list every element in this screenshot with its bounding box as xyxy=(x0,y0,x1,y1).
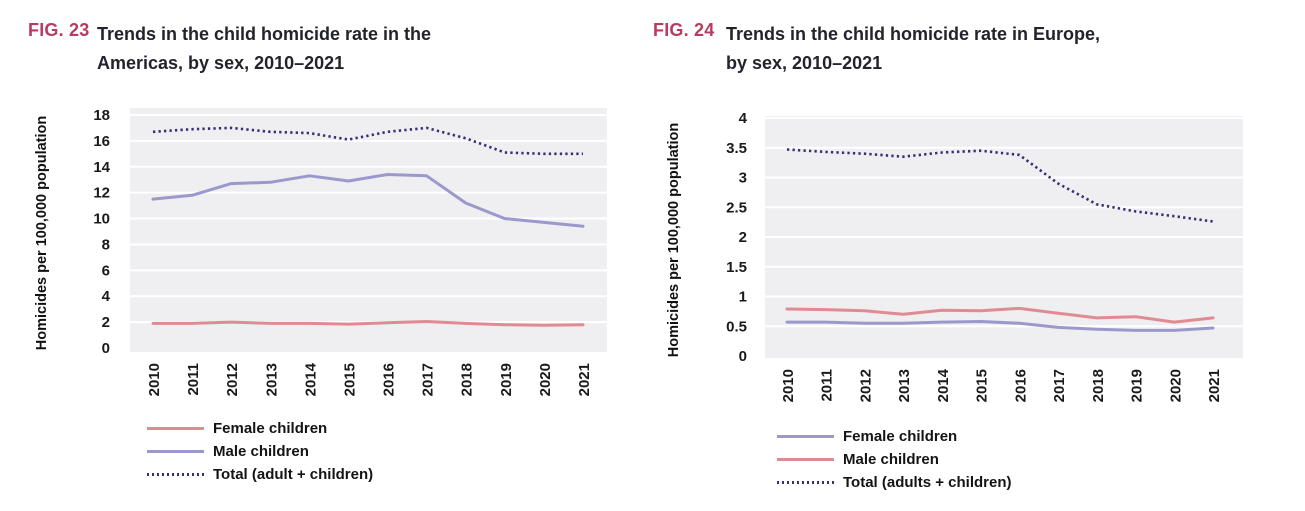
y-tick-label: 18 xyxy=(93,107,110,124)
x-tick-label: 2018 xyxy=(1090,369,1107,402)
x-tick-label: 2011 xyxy=(819,369,836,402)
y-axis-tick-labels: 0 2 4 6 8 10 12 14 16 18 xyxy=(93,107,110,357)
x-tick-label: 2012 xyxy=(224,363,241,396)
x-tick-label: 2017 xyxy=(420,363,437,396)
legend-item-male-children: Male children xyxy=(777,450,1012,469)
y-tick-label: 12 xyxy=(93,185,110,202)
legend-item-female-children: Female children xyxy=(147,419,373,438)
x-tick-label: 2010 xyxy=(146,363,163,396)
y-tick-label: 0.5 xyxy=(726,318,747,335)
series-line-female-children xyxy=(785,320,1215,332)
figure-23-label: FIG. 23 xyxy=(28,20,90,40)
y-tick-label: 3.5 xyxy=(726,140,747,157)
legend-label: Male children xyxy=(843,451,939,468)
x-tick-label: 2015 xyxy=(974,369,991,402)
line-swatch xyxy=(147,427,204,430)
figure-24-title: Trends in the child homicide rate in Eur… xyxy=(726,20,1100,78)
legend-item-total-adult-children: Total (adult + children) xyxy=(147,465,373,484)
y-tick-label: 8 xyxy=(102,236,110,253)
x-tick-label: 2021 xyxy=(1206,369,1223,402)
y-tick-label: 0 xyxy=(739,348,747,365)
x-tick-label: 2015 xyxy=(341,363,358,396)
legend-item-female-children: Female children xyxy=(777,427,1012,446)
x-tick-label: 2020 xyxy=(537,363,554,396)
legend-americas: Female children Male children Total (adult… xyxy=(147,419,373,488)
gridlines xyxy=(765,117,1243,328)
x-tick-label: 2013 xyxy=(263,363,280,396)
x-axis-year-labels: 2010 2011 2012 2013 2014 2015 2016 2017 2018 2019… xyxy=(780,368,1223,402)
legend-europe: Female children Male children Total (adult… xyxy=(777,427,1012,496)
figure-24-title-line1: Trends in the child homicide rate in Eur… xyxy=(726,24,1101,44)
y-tick-label: 4 xyxy=(739,110,748,127)
x-tick-label: 2019 xyxy=(1129,369,1146,402)
x-tick-label: 2014 xyxy=(935,368,952,402)
figure-24-title-line2: by sex, 2010–2021 xyxy=(726,53,883,73)
line-swatch xyxy=(777,435,834,438)
legend-item-male-children: Male children xyxy=(147,442,373,461)
y-tick-label: 6 xyxy=(102,262,110,279)
x-tick-label: 2018 xyxy=(459,363,476,396)
figure-23-title: Trends in the child homicide rate in the… xyxy=(97,20,431,78)
y-tick-label: 2 xyxy=(102,314,110,331)
figure-24: FIG. 24 Trends in the child homicide rat… xyxy=(650,0,1305,511)
legend-label: Male children xyxy=(213,443,309,460)
x-tick-label: 2012 xyxy=(857,369,874,402)
plot-area xyxy=(130,108,607,352)
x-tick-label: 2021 xyxy=(576,363,593,396)
line-swatch xyxy=(147,450,204,453)
y-tick-label: 16 xyxy=(93,133,110,150)
figure-23-title-line1: Trends in the child homicide rate in the xyxy=(97,24,432,44)
x-tick-label: 2014 xyxy=(302,362,319,396)
figure-24-label: FIG. 24 xyxy=(653,20,715,40)
dotted-line-swatch xyxy=(147,473,204,476)
x-tick-label: 2020 xyxy=(1167,369,1184,402)
figure-23: FIG. 23 Trends in the child homicide rat… xyxy=(0,0,650,511)
figure-23-title-line2: Americas, by sex, 2010–2021 xyxy=(97,53,345,73)
legend-item-total-adults-children: Total (adults + children) xyxy=(777,473,1012,492)
dotted-line-swatch xyxy=(777,481,834,484)
x-tick-label: 2016 xyxy=(381,363,398,396)
series-line-male-children xyxy=(151,173,585,228)
x-tick-label: 2010 xyxy=(780,369,797,402)
x-axis-year-labels: 2010 2011 2012 2013 2014 2015 2016 2017 2018 2019… xyxy=(146,362,593,396)
x-tick-label: 2017 xyxy=(1051,369,1068,402)
y-tick-label: 14 xyxy=(93,159,110,176)
y-axis-title: Homicides per 100,000 population xyxy=(34,116,50,351)
y-tick-label: 3 xyxy=(739,170,747,187)
y-tick-label: 4 xyxy=(102,288,111,305)
legend-label: Female children xyxy=(843,428,958,445)
x-tick-label: 2011 xyxy=(185,363,202,396)
series-line-female-children xyxy=(151,320,585,327)
y-axis-tick-labels: 0 0.5 1 1.5 2 2.5 3 3.5 4 xyxy=(726,110,748,365)
legend-label: Total (adult + children) xyxy=(213,466,374,483)
line-swatch xyxy=(777,458,834,461)
series-line-male-children xyxy=(785,306,1215,324)
y-tick-label: 1 xyxy=(739,289,747,306)
y-tick-label: 10 xyxy=(93,211,110,228)
y-tick-label: 1.5 xyxy=(726,259,747,276)
y-tick-label: 2 xyxy=(739,229,747,246)
y-axis-title: Homicides per 100,000 population xyxy=(666,123,682,358)
x-tick-label: 2016 xyxy=(1012,369,1029,402)
x-tick-label: 2013 xyxy=(896,369,913,402)
y-tick-label: 0 xyxy=(102,340,110,357)
gridlines xyxy=(130,114,607,324)
x-tick-label: 2019 xyxy=(498,363,515,396)
series-line-total-adult-children xyxy=(152,126,583,156)
legend-label: Female children xyxy=(213,420,328,437)
legend-label: Total (adults + children) xyxy=(843,474,1012,491)
y-tick-label: 2.5 xyxy=(726,199,747,216)
